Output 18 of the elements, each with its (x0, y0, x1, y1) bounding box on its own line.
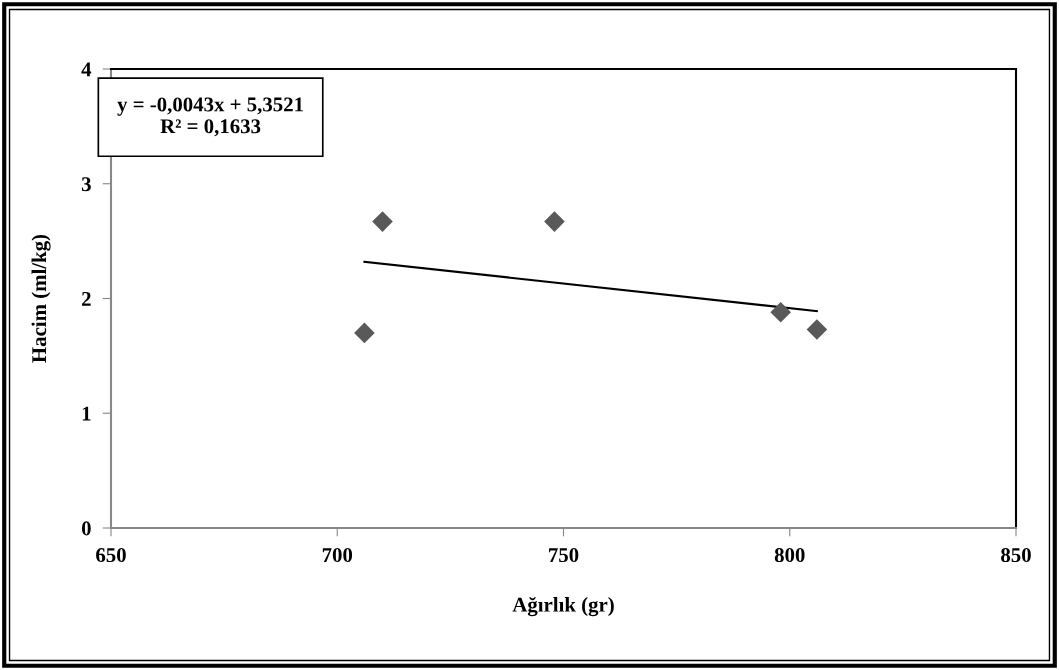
point (372, 211, 393, 232)
y-tick-label: 0 (81, 521, 91, 536)
y-tick-label: 1 (82, 406, 91, 421)
x-tick-label: 850 (1001, 548, 1031, 563)
x-tick-label: 750 (549, 548, 579, 563)
y-axis-title: Hacim (ml/kg) (31, 234, 51, 363)
point (544, 211, 565, 232)
point (770, 301, 791, 323)
y-tick-label: 2 (82, 291, 91, 306)
x-tick-label: 700 (322, 548, 353, 563)
x-tick-label: 650 (96, 548, 126, 563)
x-tick-label: 800 (774, 548, 805, 563)
point (806, 319, 828, 340)
x-axis-title: Ağırlık (gr) (512, 596, 614, 617)
point (354, 322, 375, 344)
y-tick-label: 3 (81, 177, 91, 192)
annotation: y = -0,0043x + 5,3521 R² = 0,1633 (117, 97, 303, 137)
y-tick-label: 4 (81, 62, 92, 77)
